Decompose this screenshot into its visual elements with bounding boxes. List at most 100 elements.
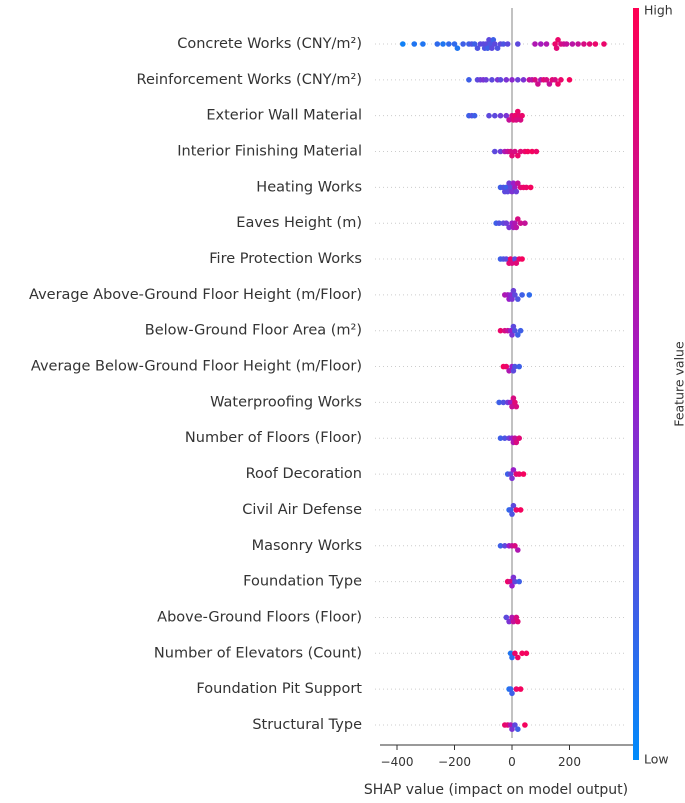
shap-point	[509, 690, 515, 697]
x-axis-title: SHAP value (impact on model output)	[364, 782, 628, 798]
shap-point	[503, 184, 510, 191]
shap-point	[451, 41, 458, 47]
shap-point	[513, 403, 520, 410]
shap-point	[515, 108, 521, 115]
shap-point	[489, 77, 495, 83]
shap-point	[543, 41, 550, 47]
feature-label: Interior Finishing Material	[177, 144, 362, 160]
shap-point	[504, 41, 511, 47]
shap-point	[512, 543, 518, 549]
shap-point	[509, 583, 515, 589]
shap-point	[552, 41, 558, 47]
shap-point	[522, 220, 528, 226]
shap-point	[558, 77, 564, 83]
beeswarm-points	[400, 37, 607, 732]
shap-point	[546, 81, 553, 87]
shap-point	[553, 45, 560, 51]
shap-point	[500, 399, 507, 406]
shap-point	[507, 650, 514, 657]
shap-point	[492, 112, 498, 119]
shap-point	[538, 41, 544, 47]
shap-point	[471, 41, 478, 47]
x-tick-label: 0	[508, 755, 516, 769]
shap-point	[527, 184, 534, 191]
shap-point	[510, 180, 517, 186]
shap-point	[522, 722, 528, 728]
shap-point	[483, 41, 489, 47]
shap-point	[502, 435, 508, 442]
shap-point	[517, 117, 524, 123]
shap-point	[510, 323, 517, 330]
shap-point	[535, 81, 541, 87]
shap-point	[532, 41, 538, 47]
shap-point	[581, 41, 587, 47]
shap-point	[509, 403, 515, 410]
shap-point	[504, 188, 511, 195]
shap-point	[509, 654, 515, 661]
shap-point	[529, 148, 535, 155]
shap-point	[586, 41, 593, 47]
shap-point	[510, 368, 517, 374]
shap-point	[506, 180, 512, 186]
shap-point	[490, 37, 497, 43]
shap-point	[496, 220, 502, 226]
shap-point	[509, 152, 515, 159]
shap-point	[507, 184, 514, 191]
shap-point	[510, 467, 517, 473]
shap-point	[420, 41, 426, 47]
feature-label: Heating Works	[256, 179, 362, 195]
feature-label: Foundation Pit Support	[196, 681, 362, 697]
shap-point	[509, 726, 515, 732]
shap-point	[519, 256, 525, 262]
shap-point	[526, 292, 533, 298]
shap-point	[516, 578, 522, 585]
shap-point	[512, 650, 518, 657]
shap-point	[509, 188, 515, 195]
x-tick-label: 200	[558, 755, 581, 769]
feature-label: Below-Ground Floor Area (m²)	[145, 323, 362, 339]
shap-point	[510, 287, 517, 294]
feature-rows: Concrete Works (CNY/m²) Reinforcement Wor…	[29, 36, 625, 733]
shap-point	[503, 220, 510, 226]
feature-label: Fire Protection Works	[209, 251, 362, 267]
shap-point	[592, 41, 599, 47]
shap-point	[411, 41, 418, 47]
shap-point	[497, 327, 504, 334]
shap-point	[515, 41, 521, 47]
shap-point	[519, 650, 525, 657]
shap-point	[555, 37, 561, 43]
shap-point	[512, 184, 518, 191]
feature-label: Eaves Height (m)	[236, 215, 362, 231]
shap-point	[516, 363, 522, 370]
shap-point	[503, 256, 510, 262]
shap-point	[502, 543, 508, 549]
shap-point	[515, 726, 521, 732]
shap-point	[503, 112, 510, 119]
shap-point	[516, 471, 522, 477]
shap-point	[515, 216, 521, 222]
shap-point	[494, 45, 501, 51]
colorbar: High Low Feature value	[633, 3, 685, 767]
shap-point	[515, 547, 521, 553]
shap-point	[543, 77, 550, 83]
feature-label: Average Below-Ground Floor Height (m/Flo…	[31, 359, 362, 375]
shap-point	[506, 368, 512, 374]
shap-point	[510, 574, 517, 581]
shap-point	[517, 507, 524, 513]
shap-point	[512, 148, 518, 155]
shap-point	[513, 614, 520, 621]
shap-point	[515, 77, 521, 83]
shap-point	[510, 502, 517, 509]
shap-point	[513, 260, 520, 267]
feature-label: Above-Ground Floors (Floor)	[157, 609, 362, 625]
shap-point	[566, 77, 573, 83]
shap-point	[503, 614, 510, 621]
shap-point	[483, 77, 489, 83]
shap-point	[519, 112, 525, 119]
shap-point	[510, 395, 517, 402]
shap-point	[513, 507, 520, 513]
shap-point	[575, 41, 581, 47]
shap-point	[513, 686, 520, 692]
shap-point	[525, 148, 531, 155]
